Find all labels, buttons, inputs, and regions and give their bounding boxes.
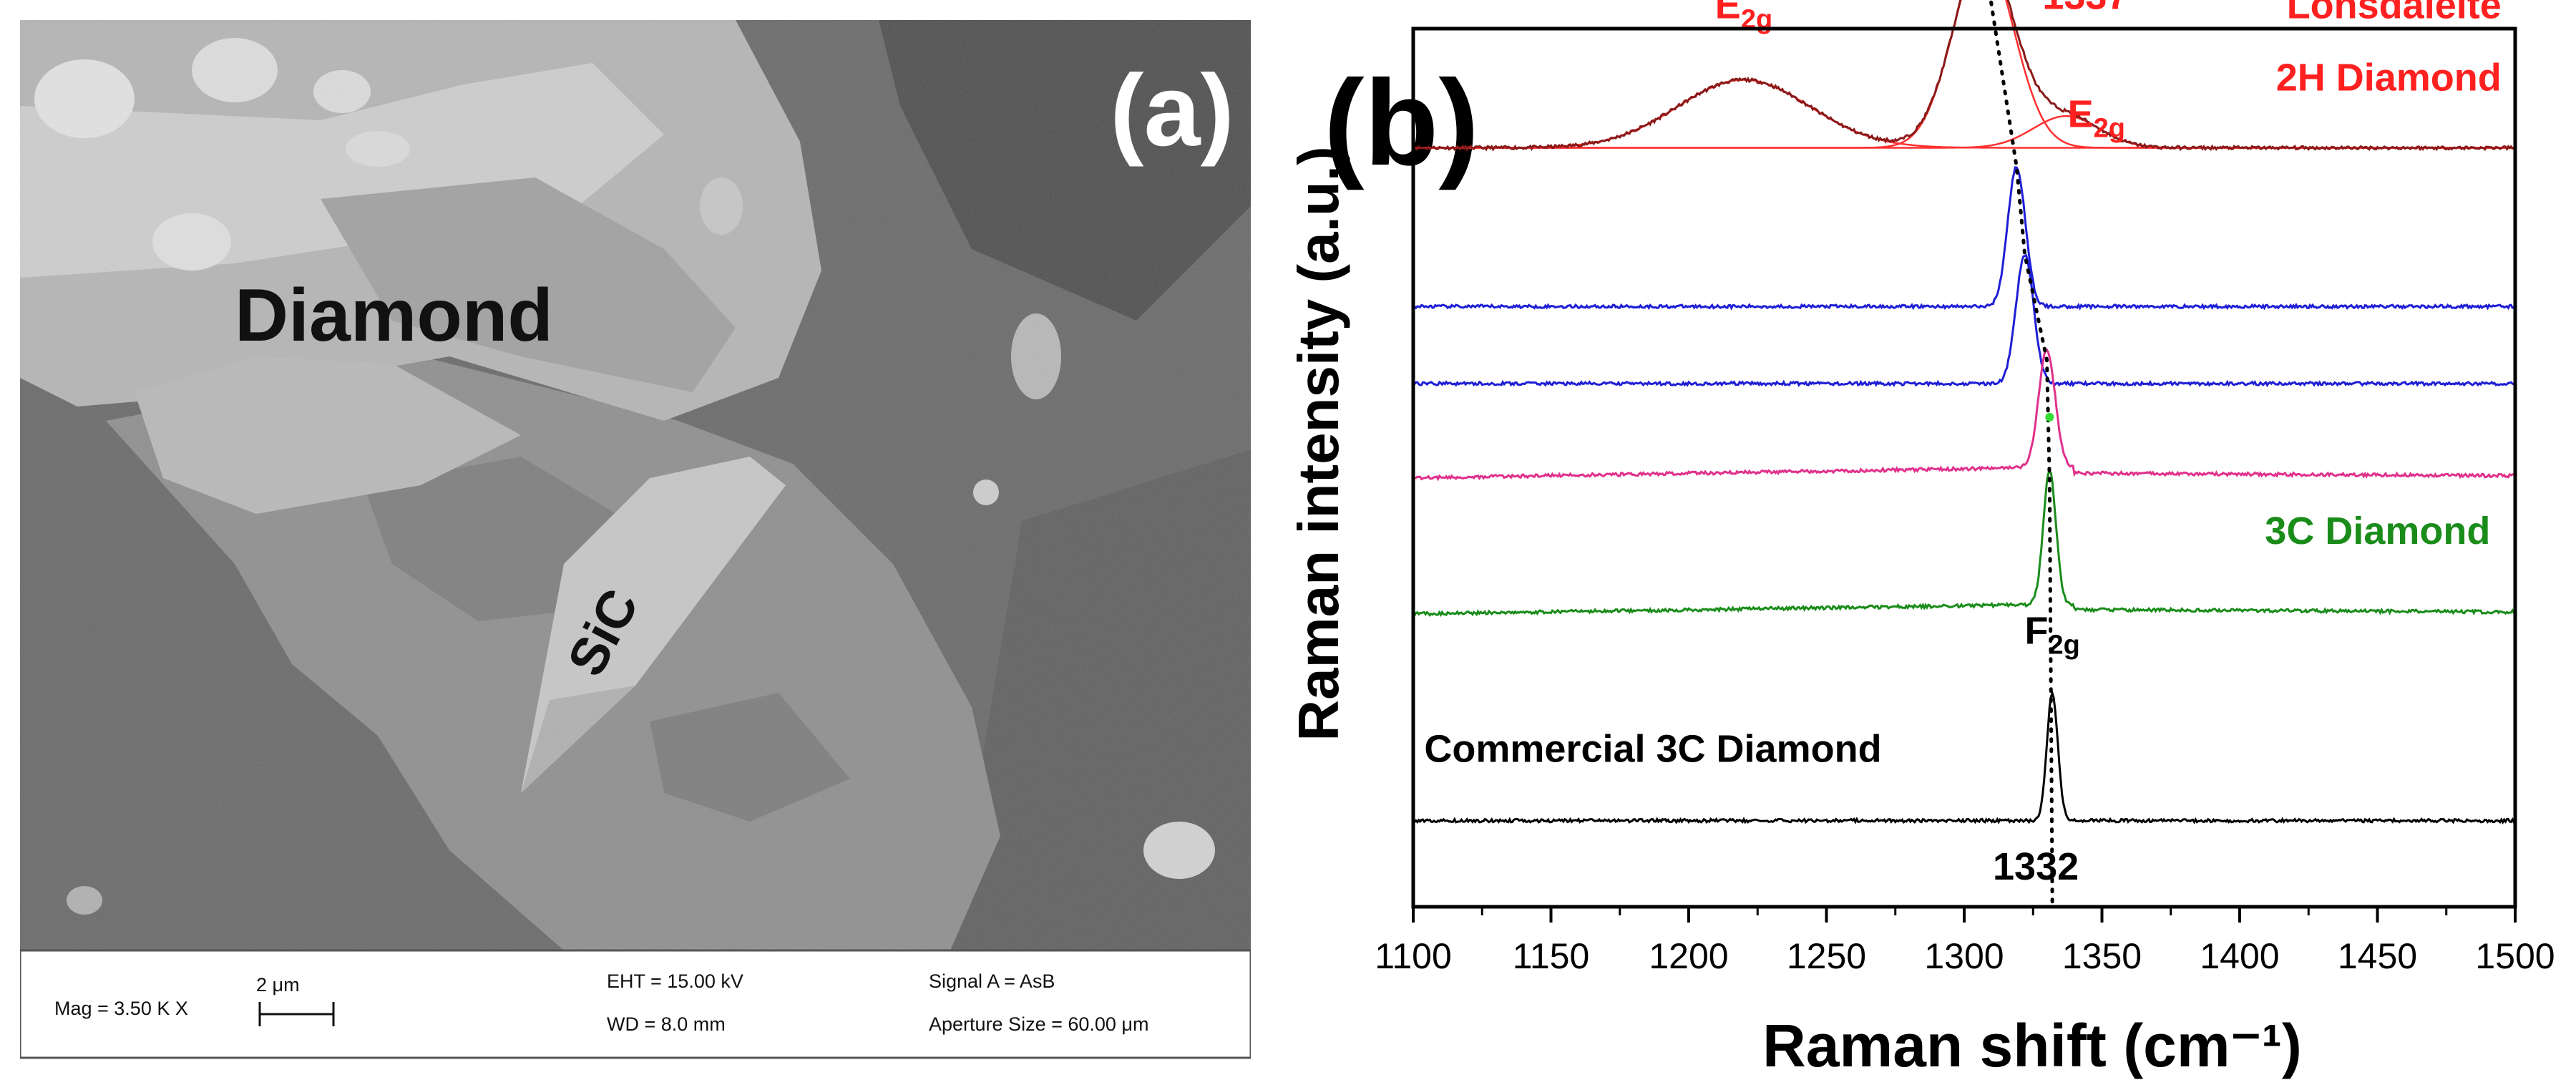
- spectra-series: [1412, 0, 2517, 825]
- raman-chart: (b) Raman intensity (a.u.) Raman shift (…: [1287, 0, 2555, 1079]
- series-line-0: [1412, 0, 2517, 152]
- scale-bar: [258, 1002, 335, 1026]
- series-label-lons1: Lonsdaleite: [2287, 0, 2502, 26]
- x-tick-label: 1350: [2062, 936, 2142, 976]
- series-label-c3: 3C Diamond: [2265, 510, 2490, 553]
- x-tick-label: 1250: [1787, 936, 1866, 976]
- sem-aperture: Aperture Size = 60.00 μm: [929, 1013, 1148, 1035]
- green-peak-marker: [2045, 412, 2054, 422]
- x-tick-label: 1450: [2338, 936, 2417, 976]
- x-tick-label: 1400: [2200, 936, 2279, 976]
- annotation-p1332: 1332: [1993, 845, 2079, 888]
- x-axis-label: Raman shift (cm⁻¹): [1762, 1012, 2302, 1079]
- annotation-e2g_2: E2g: [2068, 92, 2125, 143]
- series-line-3: [1413, 348, 2516, 482]
- peak-guide-line: [1989, 0, 2054, 909]
- y-axis-label: Raman intensity (a.u.): [1287, 146, 1350, 741]
- x-tick-label: 1500: [2475, 936, 2555, 976]
- series-line-5: [1413, 690, 2517, 825]
- x-tick-label: 1150: [1513, 936, 1590, 976]
- peak-annotations: 1220E2g1307A1g1337E2gF2g1332: [1715, 0, 2129, 888]
- series-label-lons2: 2H Diamond: [2276, 57, 2502, 99]
- x-axis-ticks: 1100 1150 1200 1250 1300 1350 1400 1450 1500: [1375, 907, 2555, 976]
- sem-mag: Mag = 3.50 K X: [54, 998, 188, 1019]
- sem-wd: WD = 8.0 mm: [607, 1013, 726, 1035]
- series-label-comm: Commercial 3C Diamond: [1424, 727, 1881, 770]
- sem-info-bar: [20, 949, 1251, 1059]
- peak-guide: [1989, 0, 2054, 909]
- annotation-p1337: 1337: [2042, 0, 2128, 18]
- series-line-2: [1413, 253, 2516, 388]
- x-tick-label: 1200: [1649, 936, 1728, 976]
- series-line-1: [1413, 166, 2516, 311]
- series-labels: Lonsdaleite 2H Diamond 3C Diamond Commercia…: [1424, 0, 2501, 770]
- panel-b-label: (b): [1324, 55, 1479, 191]
- sem-signal: Signal A = AsB: [929, 970, 1055, 992]
- x-tick-label: 1100: [1375, 936, 1452, 976]
- diamond-annotation: Diamond: [235, 274, 553, 357]
- panel-a-label: (a): [1110, 54, 1234, 167]
- sem-eht: EHT = 15.00 kV: [607, 970, 743, 992]
- x-tick-label: 1300: [1924, 936, 2004, 976]
- sem-scale-label: 2 μm: [256, 974, 300, 996]
- annotation-f2g: F2g: [2025, 610, 2080, 661]
- series-line-4: [1413, 469, 2516, 618]
- sem-image-panel: (a) Diamond SiC Mag = 3.50 K X 2 μm EHT …: [20, 20, 1251, 1059]
- fit-peak-2: [1413, 115, 2515, 149]
